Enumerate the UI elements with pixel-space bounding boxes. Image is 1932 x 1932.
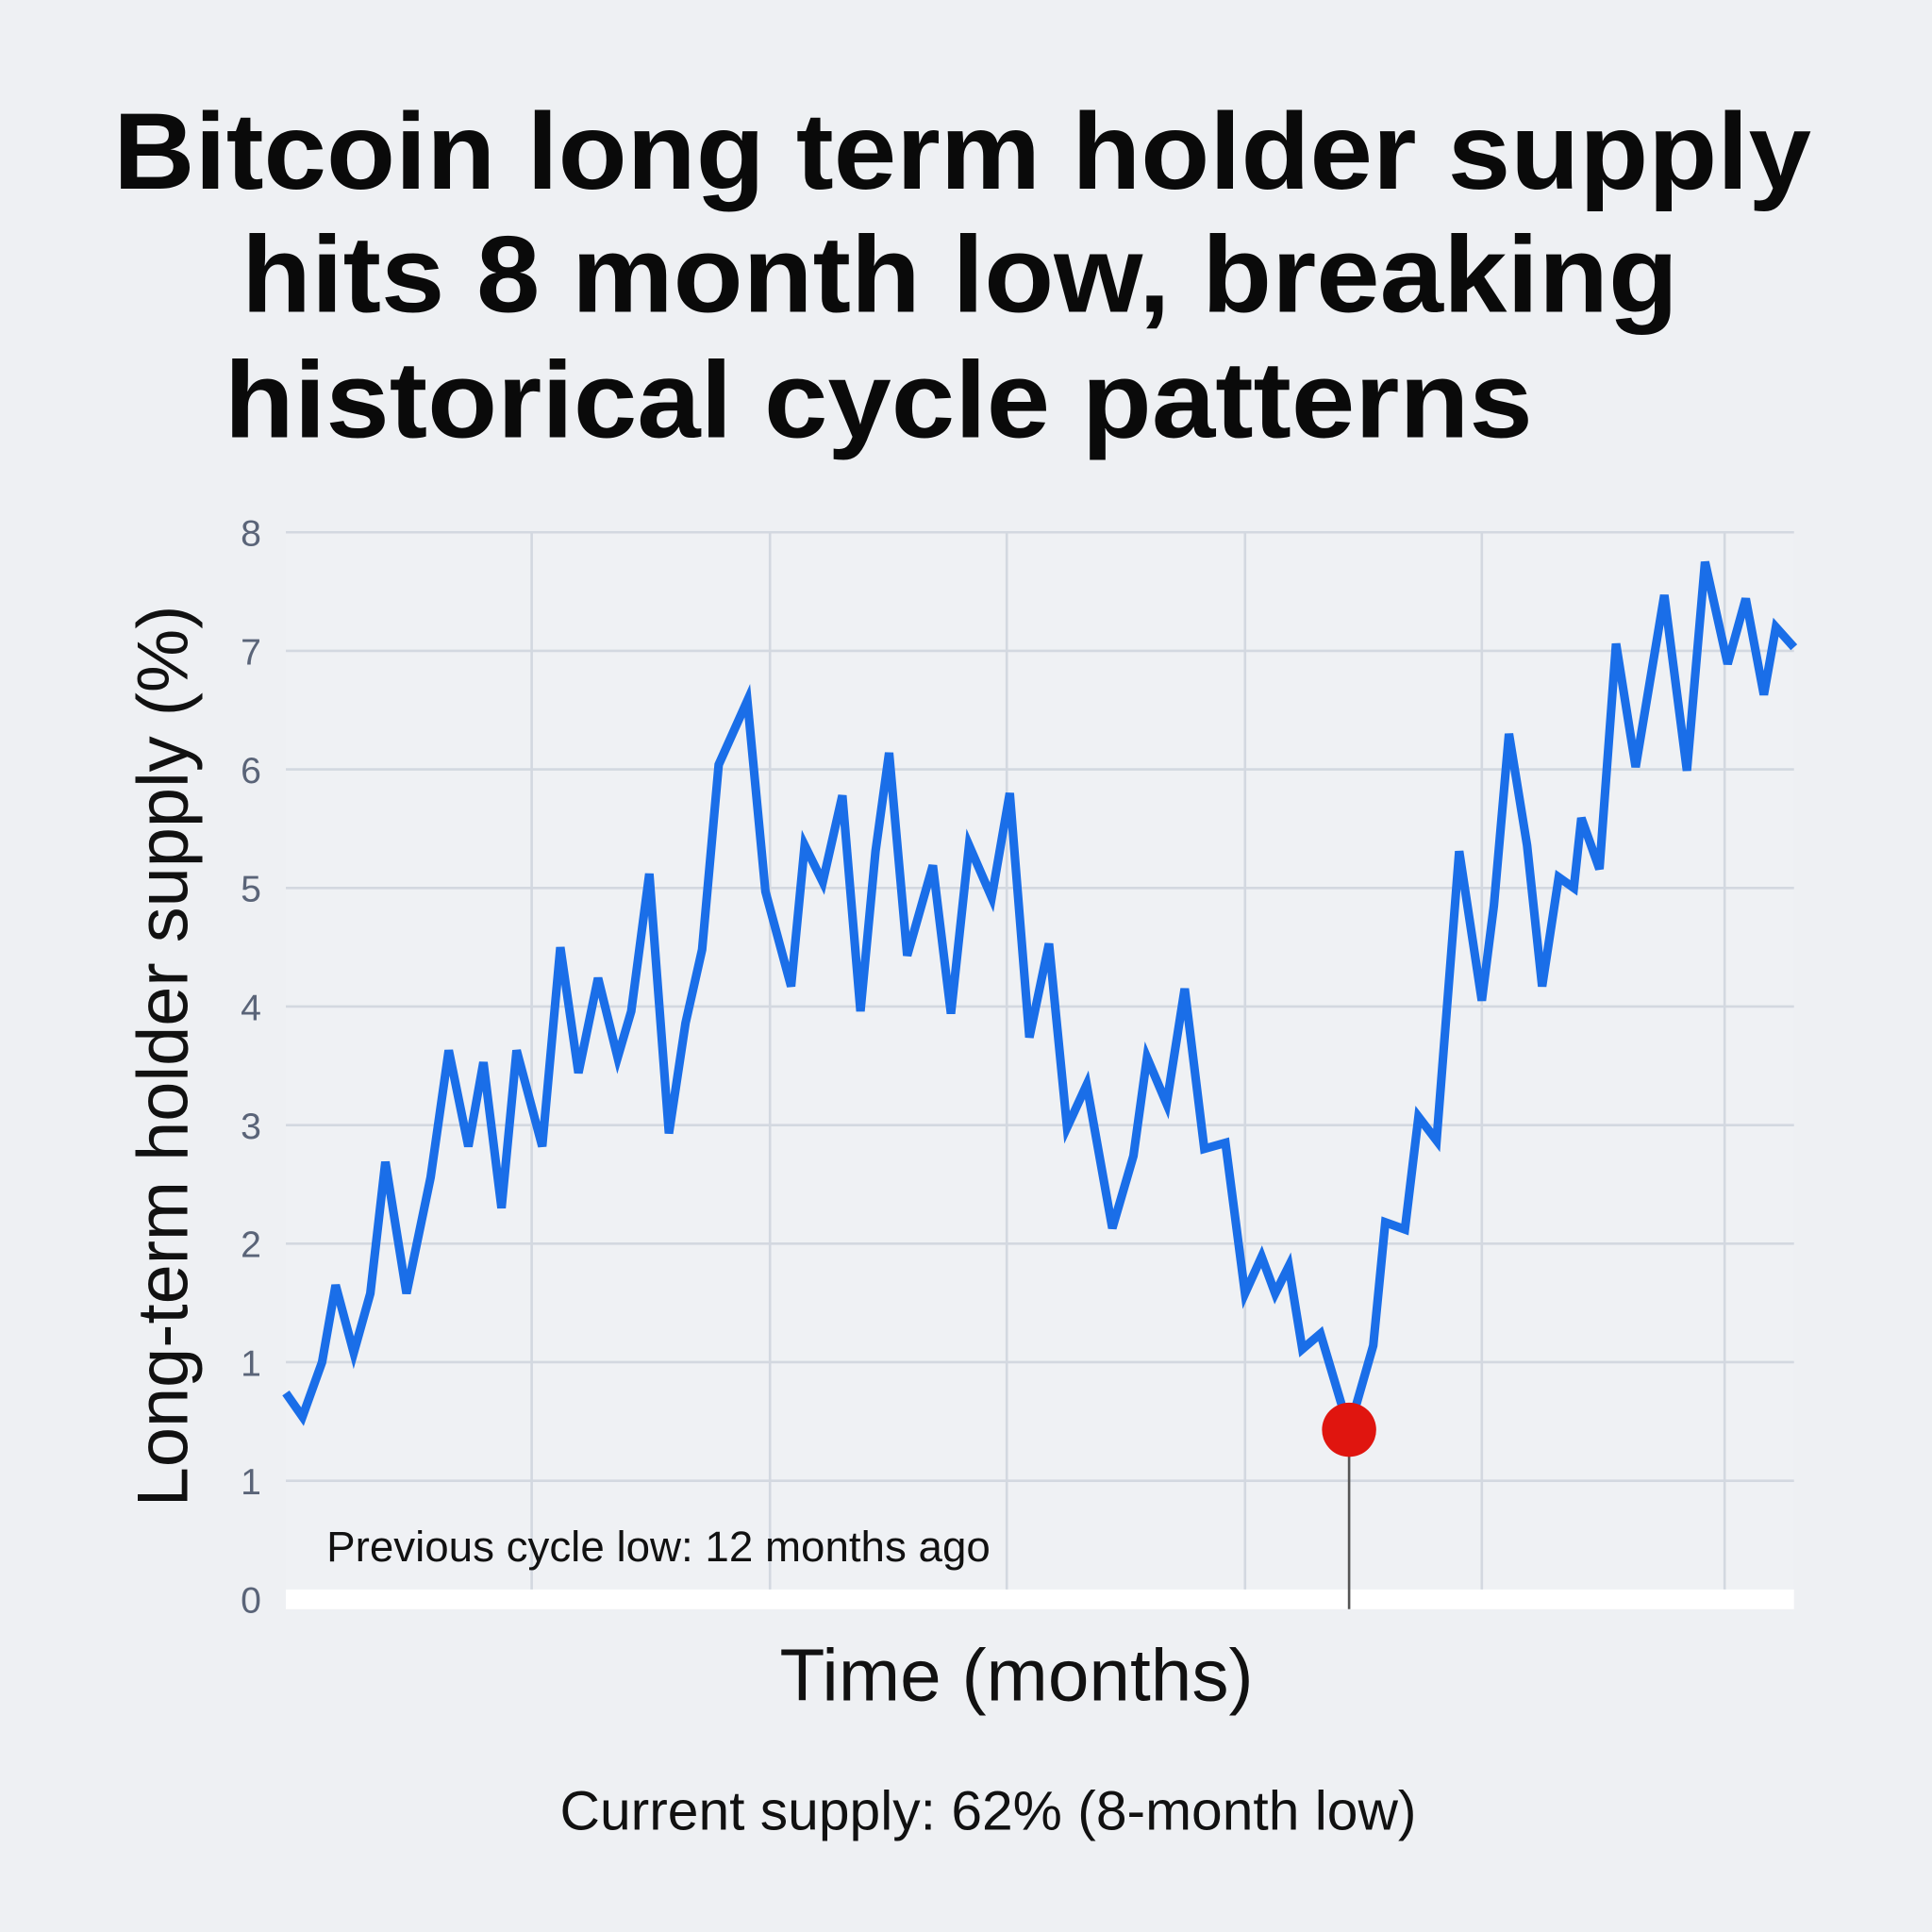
y-tick-label: 3 xyxy=(241,1107,261,1147)
plot-area xyxy=(286,532,1794,1590)
y-tick-label: 1 xyxy=(241,1343,261,1384)
y-tick-label: 2 xyxy=(241,1225,261,1266)
x-axis-label: Time (months) xyxy=(779,1633,1253,1716)
title-line-1: Bitcoin long term holder supply xyxy=(113,92,1811,212)
y-tick-label: 1 xyxy=(241,1462,261,1503)
y-tick-label: 7 xyxy=(241,632,261,673)
x-axis-band xyxy=(286,1589,1794,1609)
y-axis-label: Long-term holder supply (%) xyxy=(124,605,204,1507)
y-tick-label: 8 xyxy=(241,514,261,555)
y-tick-label: 4 xyxy=(241,988,261,1028)
series-line xyxy=(282,560,1798,1445)
y-tick-labels: 0 1 1 2 3 4 5 6 7 8 xyxy=(241,514,261,1622)
title-line-2: hits 8 month low, breaking xyxy=(242,214,1678,335)
current-supply-caption: Current supply: 62% (8-month low) xyxy=(560,1781,1417,1842)
y-tick-label: 0 xyxy=(241,1581,261,1622)
y-tick-label: 6 xyxy=(241,751,261,791)
cycle-low-marker xyxy=(1322,1402,1376,1457)
chart-title: Bitcoin long term holder supply hits 8 m… xyxy=(113,92,1811,461)
previous-cycle-annotation: Previous cycle low: 12 months ago xyxy=(326,1523,991,1571)
title-line-3: historical cycle patterns xyxy=(225,341,1533,461)
y-tick-label: 5 xyxy=(241,870,261,910)
